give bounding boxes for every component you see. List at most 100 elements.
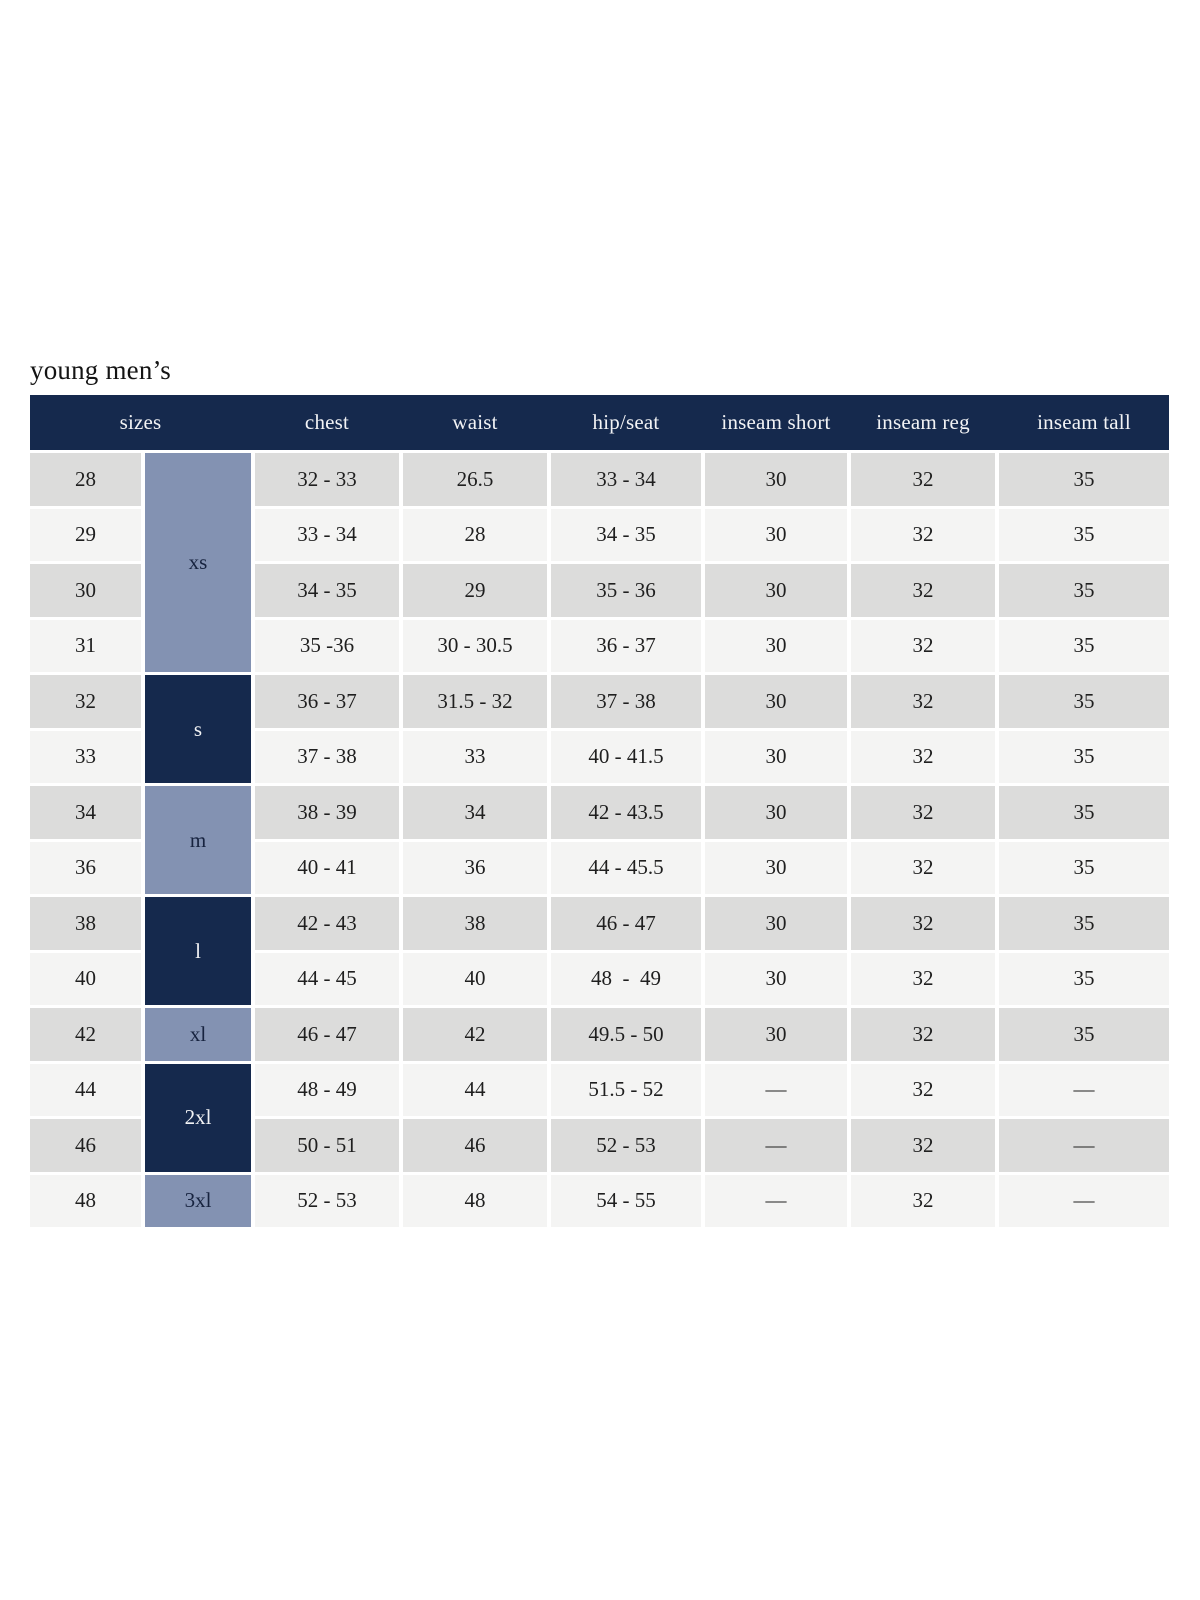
hip-seat-cell: 46 - 47 — [551, 897, 701, 950]
inseam-reg-cell: 32 — [851, 786, 995, 839]
waist-cell: 28 — [403, 508, 547, 561]
inseam-short-cell: 30 — [705, 619, 847, 672]
inseam-short-cell: 30 — [705, 897, 847, 950]
inseam-tall-cell: 35 — [999, 786, 1169, 839]
chest-cell: 32 - 33 — [255, 453, 399, 506]
size-cell: 40 — [30, 952, 141, 1005]
chest-cell: 48 - 49 — [255, 1063, 399, 1116]
waist-cell: 40 — [403, 952, 547, 1005]
inseam-tall-cell: 35 — [999, 1008, 1169, 1061]
inseam-tall-cell: 35 — [999, 453, 1169, 506]
inseam-reg-cell: 32 — [851, 730, 995, 783]
inseam-tall-cell: 35 — [999, 730, 1169, 783]
inseam-reg-cell: 32 — [851, 1008, 995, 1061]
col-header-chest: chest — [304, 410, 350, 434]
inseam-short-cell: 30 — [705, 841, 847, 894]
size-cell: 36 — [30, 841, 141, 894]
waist-cell: 34 — [403, 786, 547, 839]
size-group-cell: m — [145, 786, 251, 894]
inseam-tall-cell: 35 — [999, 508, 1169, 561]
waist-cell: 48 — [403, 1174, 547, 1227]
size-cell: 46 — [30, 1119, 141, 1172]
chest-cell: 33 - 34 — [255, 508, 399, 561]
size-cell: 30 — [30, 564, 141, 617]
waist-cell: 36 — [403, 841, 547, 894]
size-cell: 42 — [30, 1008, 141, 1061]
inseam-short-cell: 30 — [705, 508, 847, 561]
waist-cell: 29 — [403, 564, 547, 617]
inseam-tall-cell: 35 — [999, 675, 1169, 728]
hip-seat-cell: 36 - 37 — [551, 619, 701, 672]
col-header-inseam-tall: inseam tall — [1037, 410, 1131, 434]
size-group-cell: l — [145, 897, 251, 1005]
size-chart: young men’s sizes chest waist hip/seat i… — [30, 356, 1169, 1227]
size-table-body: 28 32 - 33 26.5 33 - 34 30 32 35 29 33 - 34 28 34 … — [30, 453, 1169, 1227]
waist-cell: 30 - 30.5 — [403, 619, 547, 672]
inseam-short-cell: — — [705, 1119, 847, 1172]
chest-cell: 50 - 51 — [255, 1119, 399, 1172]
hip-seat-cell: 40 - 41.5 — [551, 730, 701, 783]
col-header-sizes: sizes — [119, 410, 162, 434]
size-group-cell: xl — [145, 1008, 251, 1061]
hip-seat-cell: 33 - 34 — [551, 453, 701, 506]
chest-cell: 52 - 53 — [255, 1174, 399, 1227]
inseam-reg-cell: 32 — [851, 897, 995, 950]
hip-seat-cell: 49.5 - 50 — [551, 1008, 701, 1061]
waist-cell: 38 — [403, 897, 547, 950]
inseam-short-cell: 30 — [705, 453, 847, 506]
size-group-cell: xs — [145, 453, 251, 672]
col-header-inseam-short: inseam short — [721, 410, 831, 434]
waist-cell: 42 — [403, 1008, 547, 1061]
inseam-reg-cell: 32 — [851, 564, 995, 617]
hip-seat-cell: 52 - 53 — [551, 1119, 701, 1172]
chest-cell: 36 - 37 — [255, 675, 399, 728]
inseam-short-cell: 30 — [705, 952, 847, 1005]
inseam-short-cell: — — [705, 1174, 847, 1227]
waist-cell: 46 — [403, 1119, 547, 1172]
hip-seat-cell: 34 - 35 — [551, 508, 701, 561]
size-group-cell: s — [145, 675, 251, 783]
inseam-tall-cell: 35 — [999, 841, 1169, 894]
inseam-tall-cell: — — [999, 1119, 1169, 1172]
chest-cell: 46 - 47 — [255, 1008, 399, 1061]
size-cell: 32 — [30, 675, 141, 728]
waist-cell: 31.5 - 32 — [403, 675, 547, 728]
chest-cell: 42 - 43 — [255, 897, 399, 950]
inseam-reg-cell: 32 — [851, 508, 995, 561]
section-title: young men’s — [30, 355, 171, 385]
inseam-short-cell: — — [705, 1063, 847, 1116]
inseam-short-cell: 30 — [705, 675, 847, 728]
hip-seat-cell: 37 - 38 — [551, 675, 701, 728]
hip-seat-cell: 42 - 43.5 — [551, 786, 701, 839]
chest-cell: 44 - 45 — [255, 952, 399, 1005]
size-cell: 44 — [30, 1063, 141, 1116]
chest-cell: 37 - 38 — [255, 730, 399, 783]
inseam-reg-cell: 32 — [851, 453, 995, 506]
table-header-row: sizes chest waist hip/seat inseam short … — [30, 395, 1169, 450]
inseam-reg-cell: 32 — [851, 1174, 995, 1227]
size-group-cell: 2xl — [145, 1063, 251, 1172]
inseam-tall-cell: 35 — [999, 619, 1169, 672]
inseam-reg-cell: 32 — [851, 841, 995, 894]
inseam-short-cell: 30 — [705, 1008, 847, 1061]
chest-cell: 40 - 41 — [255, 841, 399, 894]
size-cell: 29 — [30, 508, 141, 561]
inseam-tall-cell: 35 — [999, 897, 1169, 950]
waist-cell: 26.5 — [403, 453, 547, 506]
inseam-reg-cell: 32 — [851, 1119, 995, 1172]
hip-seat-cell: 51.5 - 52 — [551, 1063, 701, 1116]
inseam-reg-cell: 32 — [851, 675, 995, 728]
col-header-waist: waist — [452, 410, 498, 434]
size-cell: 31 — [30, 619, 141, 672]
size-cell: 33 — [30, 730, 141, 783]
hip-seat-cell: 48 - 49 — [551, 952, 701, 1005]
col-header-inseam-reg: inseam reg — [876, 410, 970, 434]
waist-cell: 44 — [403, 1063, 547, 1116]
inseam-short-cell: 30 — [705, 564, 847, 617]
chest-cell: 34 - 35 — [255, 564, 399, 617]
hip-seat-cell: 54 - 55 — [551, 1174, 701, 1227]
inseam-reg-cell: 32 — [851, 952, 995, 1005]
hip-seat-cell: 35 - 36 — [551, 564, 701, 617]
col-header-hip-seat: hip/seat — [592, 410, 660, 434]
